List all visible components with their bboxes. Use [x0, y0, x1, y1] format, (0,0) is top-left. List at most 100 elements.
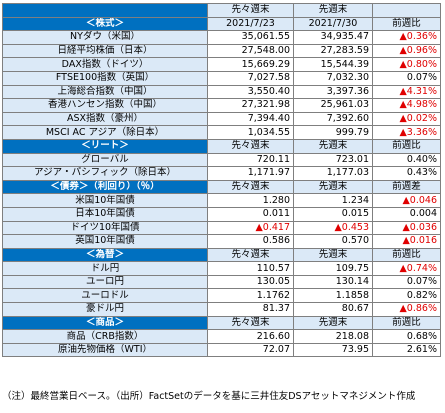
value-cell: 1,171.97	[207, 166, 294, 181]
value-cell: 0.015	[293, 206, 373, 222]
value-cell: 723.01	[293, 152, 373, 168]
value-cell: 0.586	[207, 234, 294, 249]
table-row: ドル円 110.57 109.75 ▲0.74%	[2, 261, 441, 276]
row-label: 豪ドル円	[2, 302, 208, 317]
row-label: 香港ハンセン指数（中国）	[2, 98, 208, 113]
value-cell: ▲0.96%	[372, 43, 441, 59]
table-row: 原油先物価格（WTI） 72.07 73.95 2.61%	[2, 342, 441, 358]
column-header: 先週末	[293, 179, 373, 195]
value-cell: 7,394.40	[207, 111, 294, 127]
market-table: 先々週末 先週末 ＜株式＞ 2021/7/23 2021/7/30 前週比 NYダウ（米国）…	[2, 3, 441, 358]
section-title: ＜商品＞	[2, 315, 208, 331]
value-cell: 34,935.47	[293, 30, 373, 45]
row-label: 英国10年国債	[2, 234, 208, 249]
value-cell: ▲3.36%	[372, 125, 441, 140]
value-cell: ▲0.016	[372, 234, 441, 249]
row-label: 商品（CRB指数）	[2, 329, 208, 344]
table-row: ドイツ10年国債 ▲0.417 ▲0.453 ▲0.036	[2, 220, 441, 236]
value-cell: 3,397.36	[293, 84, 373, 100]
section-title: ＜為替＞	[2, 247, 208, 263]
column-header: 前週比	[372, 315, 441, 331]
table-row: グローバル 720.11 723.01 0.40%	[2, 152, 441, 168]
table-row: 米国10年国債 1.280 1.234 ▲0.046	[2, 193, 441, 208]
value-cell: 216.60	[207, 329, 294, 344]
row-label: MSCI AC アジア（除日本）	[2, 125, 208, 140]
table-row: ユーロ円 130.05 130.14 0.07%	[2, 274, 441, 290]
column-header: 2021/7/30	[293, 16, 373, 32]
value-cell: 0.004	[372, 206, 441, 222]
value-cell: ▲0.036	[372, 220, 441, 236]
row-label: 日本10年国債	[2, 206, 208, 222]
column-header: 先々週末	[207, 138, 294, 154]
row-label: DAX指数（ドイツ）	[2, 57, 208, 72]
value-cell: ▲0.80%	[372, 57, 441, 72]
row-label: ASX指数（豪州）	[2, 111, 208, 127]
value-cell: ▲4.98%	[372, 98, 441, 113]
value-cell: 7,392.60	[293, 111, 373, 127]
row-label: NYダウ（米国）	[2, 30, 208, 45]
table-row: 日本10年国債 0.011 0.015 0.004	[2, 206, 441, 222]
column-header: 先週末	[293, 138, 373, 154]
value-cell: ▲0.36%	[372, 30, 441, 45]
value-cell: 15,669.29	[207, 57, 294, 72]
market-table-wrap: 先々週末 先週末 ＜株式＞ 2021/7/23 2021/7/30 前週比 NYダウ（米国）…	[2, 3, 441, 358]
table-row: アジア・パシフィック（除日本） 1,171.97 1,177.03 0.43%	[2, 166, 441, 181]
column-header: 先週末	[293, 315, 373, 331]
row-label: アジア・パシフィック（除日本）	[2, 166, 208, 181]
table-row: ＜債券＞（利回り）（％） 先々週末 先週末 前週差	[2, 179, 441, 195]
value-cell: 1.280	[207, 193, 294, 208]
value-cell: 720.11	[207, 152, 294, 168]
value-cell: 0.07%	[372, 70, 441, 86]
value-cell: 27,283.59	[293, 43, 373, 59]
value-cell: 81.37	[207, 302, 294, 317]
value-cell: 80.67	[293, 302, 373, 317]
table-row: 日経平均株価（日本） 27,548.00 27,283.59 ▲0.96%	[2, 43, 441, 59]
column-header: 先々週末	[207, 247, 294, 263]
row-label: ユーロドル	[2, 288, 208, 304]
value-cell: 15,544.39	[293, 57, 373, 72]
section-title: ＜債券＞（利回り）（％）	[2, 179, 208, 195]
value-cell: 1.1762	[207, 288, 294, 304]
table-row: 商品（CRB指数） 216.60 218.08 0.68%	[2, 329, 441, 344]
table-row: MSCI AC アジア（除日本） 1,034.55 999.79 ▲3.36%	[2, 125, 441, 140]
value-cell: ▲0.453	[293, 220, 373, 236]
value-cell: ▲0.02%	[372, 111, 441, 127]
column-header: 先週末	[293, 3, 373, 18]
row-label: 原油先物価格（WTI）	[2, 342, 208, 358]
value-cell: 0.570	[293, 234, 373, 249]
value-cell: 130.05	[207, 274, 294, 290]
column-header-blank	[372, 3, 441, 18]
column-header: 先々週末	[207, 3, 294, 18]
table-row: 上海総合指数（中国） 3,550.40 3,397.36 ▲4.31%	[2, 84, 441, 100]
footnote: （注）最終営業日ベース。（出所）FactSetのデータを基に三井住友DSアセット…	[2, 391, 416, 402]
row-label: ユーロ円	[2, 274, 208, 290]
table-row: 香港ハンセン指数（中国） 27,321.98 25,961.03 ▲4.98%	[2, 98, 441, 113]
value-cell: 1.234	[293, 193, 373, 208]
value-cell: 218.08	[293, 329, 373, 344]
column-header: 前週差	[372, 179, 441, 195]
value-cell: 0.82%	[372, 288, 441, 304]
row-label: FTSE100指数（英国）	[2, 70, 208, 86]
value-cell: 0.011	[207, 206, 294, 222]
column-header: 先週末	[293, 247, 373, 263]
value-cell: 1,177.03	[293, 166, 373, 181]
value-cell: ▲4.31%	[372, 84, 441, 100]
table-row: ＜商品＞ 先々週末 先週末 前週比	[2, 315, 441, 331]
column-header: 前週比	[372, 16, 441, 32]
value-cell: 27,321.98	[207, 98, 294, 113]
table-row: ＜為替＞ 先々週末 先週末 前週比	[2, 247, 441, 263]
table-row: ＜リート＞ 先々週末 先週末 前週比	[2, 138, 441, 154]
value-cell: 73.95	[293, 342, 373, 358]
value-cell: 1,034.55	[207, 125, 294, 140]
value-cell: 0.40%	[372, 152, 441, 168]
value-cell: ▲0.417	[207, 220, 294, 236]
table-row: ＜株式＞ 2021/7/23 2021/7/30 前週比	[2, 16, 441, 32]
row-label: ドル円	[2, 261, 208, 276]
value-cell: 7,032.30	[293, 70, 373, 86]
value-cell: ▲0.046	[372, 193, 441, 208]
section-header-blank	[2, 3, 208, 18]
value-cell: 27,548.00	[207, 43, 294, 59]
value-cell: 0.43%	[372, 166, 441, 181]
value-cell: 110.57	[207, 261, 294, 276]
table-row: 先々週末 先週末	[2, 3, 441, 18]
